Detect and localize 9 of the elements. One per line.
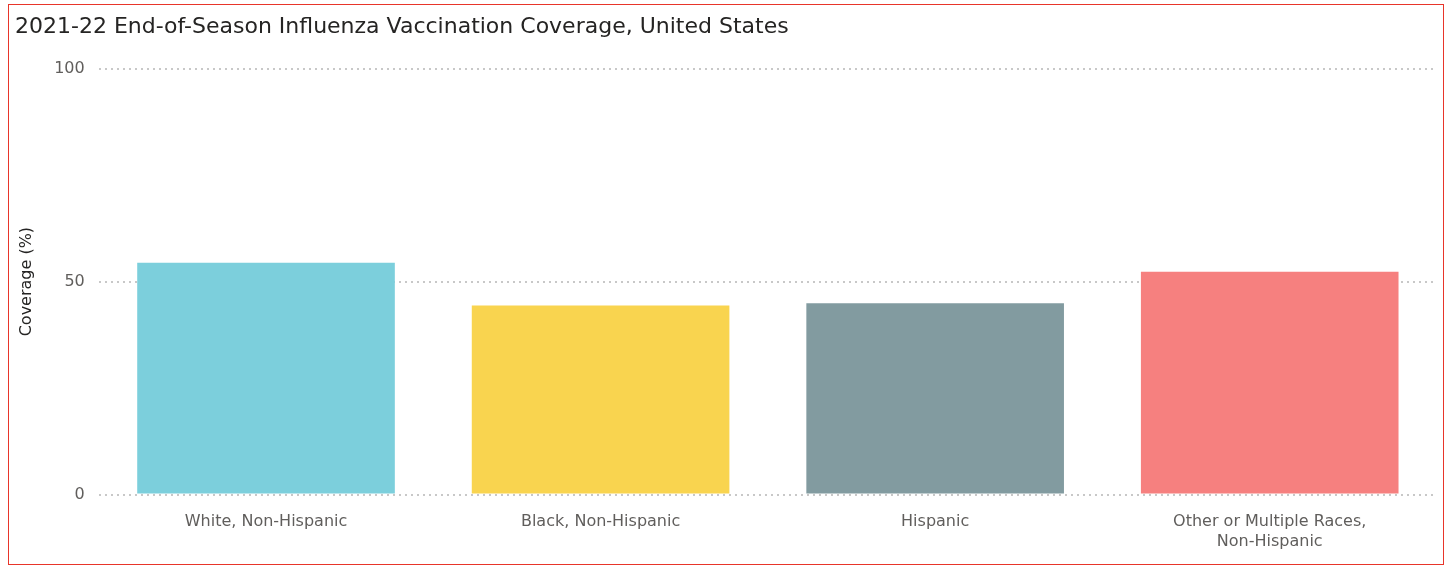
y-tick-label: 100 xyxy=(54,57,85,77)
y-tick-label: 0 xyxy=(74,483,85,503)
x-tick-label: Hispanic xyxy=(901,511,970,531)
y-tick-label: 50 xyxy=(64,270,85,290)
x-tick-label: White, Non-Hispanic xyxy=(184,511,348,531)
y-axis-title: Coverage (%) xyxy=(15,226,35,337)
x-tick-label: Black, Non-Hispanic xyxy=(520,511,681,531)
x-tick-label: Other or Multiple Races, Non-Hispanic xyxy=(1173,511,1367,550)
chart-title: 2021-22 End-of-Season Influenza Vaccination Coverage, United States xyxy=(15,13,789,38)
